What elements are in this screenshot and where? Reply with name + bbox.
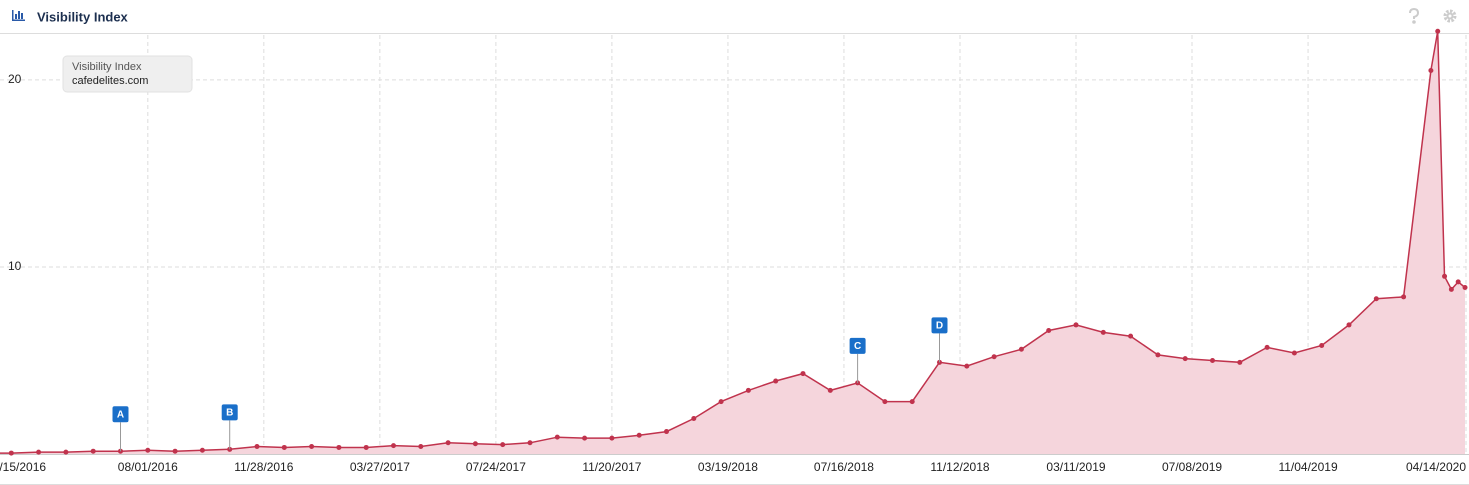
data-point [882, 399, 888, 405]
annotation-label: A [117, 409, 124, 420]
x-tick-label: 11/28/2016 [234, 460, 293, 474]
data-point [1264, 344, 1270, 350]
data-point [418, 444, 424, 450]
data-point [1373, 296, 1379, 302]
data-point [691, 415, 697, 421]
data-point [63, 449, 69, 455]
data-point [472, 441, 478, 447]
y-tick-label: 10 [8, 259, 22, 273]
data-point [1428, 68, 1434, 74]
data-point [336, 444, 342, 450]
plot-area: 10 20 02/15/2016 08/01/2016 11/28/2016 03/27/… [0, 28, 1469, 474]
data-point [582, 435, 588, 441]
chart-icon [12, 10, 25, 21]
data-point [1462, 285, 1468, 291]
data-point [609, 435, 615, 441]
data-point [309, 444, 315, 450]
data-point [1435, 28, 1441, 34]
legend-entry: cafedelites.com [72, 75, 148, 87]
data-point [8, 450, 14, 456]
data-point [964, 363, 970, 369]
area-fill [0, 31, 1466, 454]
help-icon[interactable] [1409, 7, 1420, 24]
annotation-label: B [226, 407, 233, 418]
data-point [281, 444, 287, 450]
settings-icon[interactable] [1443, 9, 1457, 23]
data-point [1182, 356, 1188, 362]
annotation-flag [112, 406, 129, 423]
data-point [1455, 279, 1461, 285]
data-point [199, 447, 205, 453]
data-point [909, 399, 915, 405]
data-point [363, 444, 369, 450]
data-point [1073, 322, 1079, 328]
data-point [1401, 294, 1407, 300]
data-point [500, 442, 506, 448]
data-point [1291, 350, 1297, 356]
annotation-label: D [936, 320, 943, 331]
data-point [1210, 357, 1215, 363]
data-point [1346, 322, 1352, 328]
x-tick-label: 11/04/2019 [1278, 460, 1337, 474]
data-point [1319, 343, 1325, 349]
data-point [1448, 286, 1454, 292]
data-point [827, 387, 833, 393]
data-point [172, 448, 178, 454]
x-tick-label: 11/12/2018 [930, 460, 989, 474]
x-tick-label: 11/20/2017 [582, 460, 641, 474]
data-point [800, 371, 806, 377]
data-point [391, 443, 396, 449]
legend-title: Visibility Index [72, 61, 142, 73]
y-tick-label: 20 [8, 72, 22, 86]
data-point [745, 387, 751, 393]
x-tick-label: 02/15/2016 [0, 460, 46, 474]
x-tick-label: 03/27/2017 [350, 460, 410, 474]
chart-title: Visibility Index [37, 9, 129, 24]
data-point [1100, 329, 1106, 335]
annotation-flag [931, 317, 948, 334]
x-tick-label: 07/08/2019 [1162, 460, 1222, 474]
annotation-label: C [854, 341, 861, 352]
data-point [1155, 352, 1161, 358]
data-point [1046, 328, 1052, 334]
data-point [145, 447, 151, 453]
data-point [718, 399, 724, 405]
data-point [1237, 359, 1243, 365]
x-tick-label: 04/14/2020 [1406, 460, 1466, 474]
x-tick-label: 08/01/2016 [118, 460, 178, 474]
data-point [90, 448, 96, 454]
legend-box [62, 55, 193, 93]
data-point [1018, 346, 1024, 352]
data-point [773, 378, 779, 384]
data-point [1128, 333, 1134, 339]
data-point [36, 449, 42, 455]
x-tick-label: 03/19/2018 [698, 460, 758, 474]
x-tick-label: 07/16/2018 [814, 460, 874, 474]
annotation-flag [849, 337, 866, 354]
data-point [527, 440, 533, 446]
data-point [254, 444, 260, 450]
data-point [636, 432, 642, 438]
data-point [991, 354, 997, 360]
header [0, 0, 1469, 33]
legend: Visibility Index cafedelites.com [62, 55, 193, 93]
data-point [445, 440, 451, 446]
data-point [664, 429, 669, 435]
data-point [554, 434, 560, 440]
annotation-flag [221, 404, 238, 421]
x-tick-label: 03/11/2019 [1046, 460, 1105, 474]
x-tick-label: 07/24/2017 [466, 460, 526, 474]
data-point [1442, 273, 1448, 279]
